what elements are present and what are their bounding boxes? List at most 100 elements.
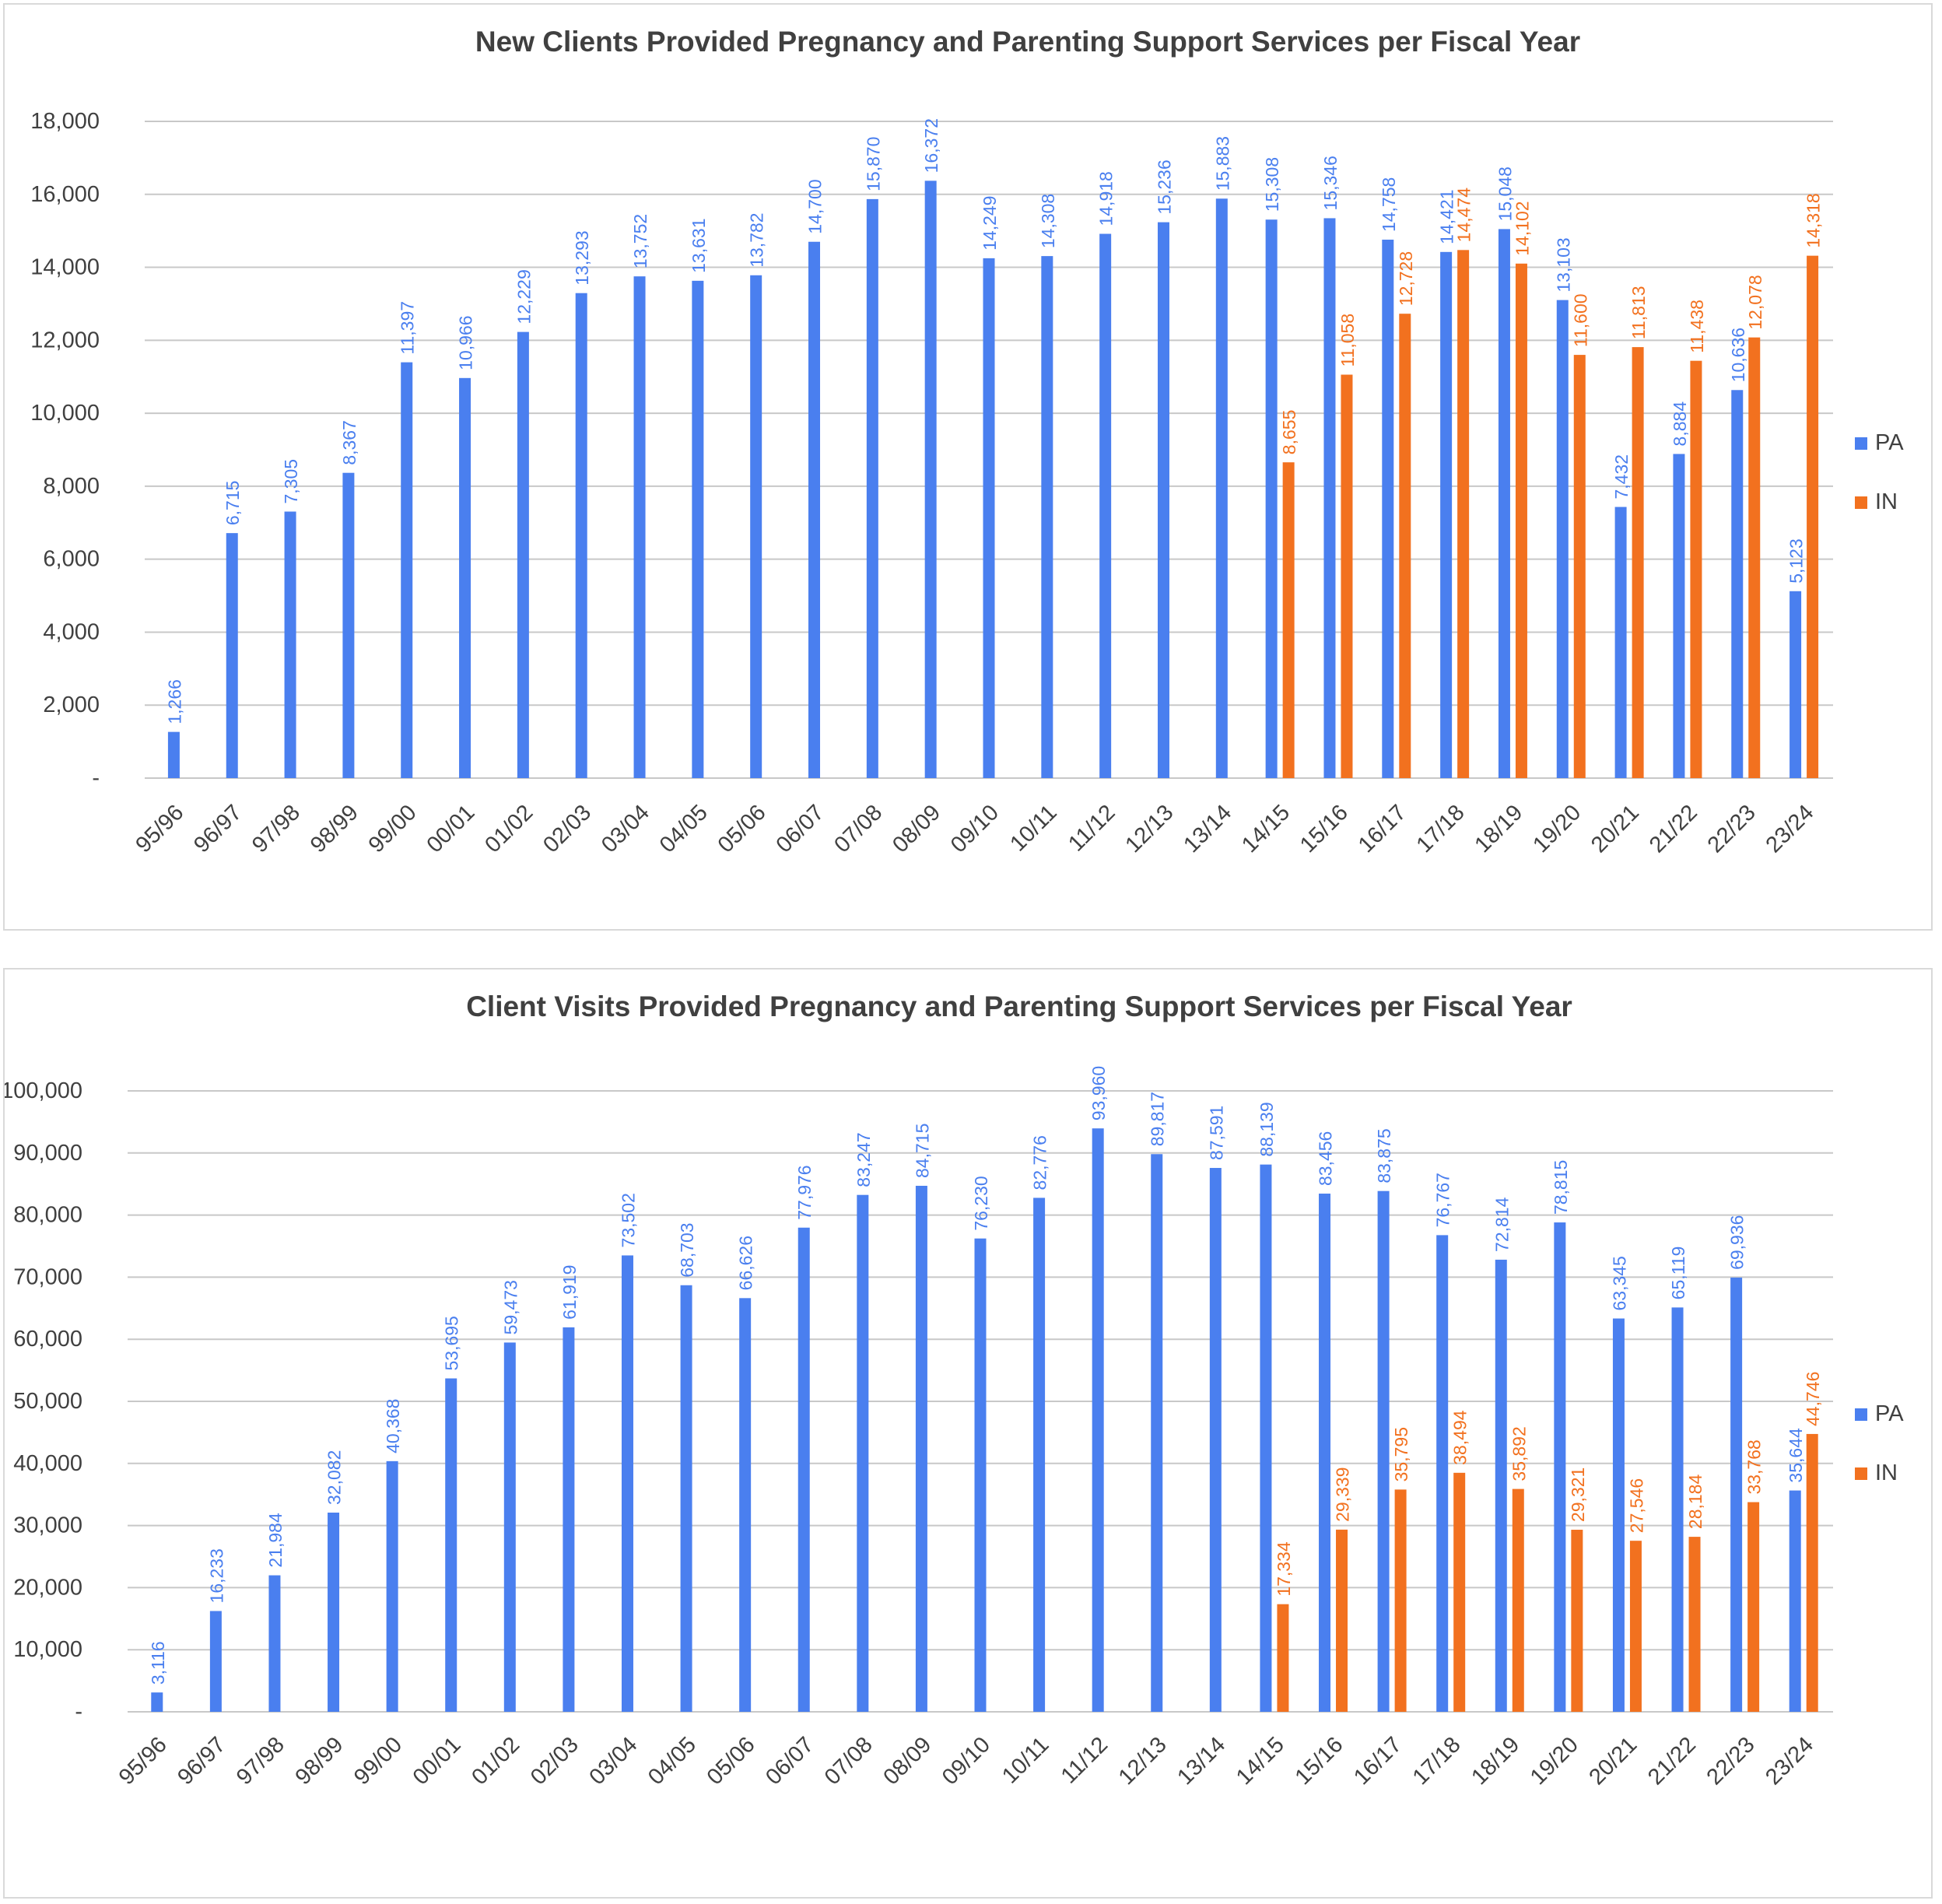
client-visits-y-tick-label: 20,000	[13, 1575, 82, 1600]
client-visits-bar-pa	[1554, 1222, 1566, 1712]
new-clients-x-tick-label: 09/10	[946, 800, 1004, 857]
new-clients-x-tick-label: 01/02	[480, 800, 538, 857]
new-clients-data-label-pa: 10,966	[456, 315, 476, 370]
client-visits-data-label-pa: 65,119	[1668, 1247, 1688, 1300]
client-visits-legend-label-pa: PA	[1875, 1401, 1904, 1426]
client-visits-x-tick-label: 14/15	[1232, 1732, 1289, 1790]
client-visits-data-label-pa: 59,473	[500, 1280, 521, 1334]
client-visits-bar-in	[1747, 1502, 1760, 1712]
new-clients-bar-pa	[1790, 591, 1802, 778]
new-clients-x-tick-label: 15/16	[1295, 800, 1353, 857]
client-visits-bar-pa	[621, 1255, 633, 1712]
new-clients-data-label-in: 14,474	[1454, 188, 1474, 243]
new-clients-y-tick-label: -	[92, 766, 100, 791]
client-visits-x-tick-label: 12/13	[1114, 1732, 1172, 1790]
new-clients-data-label-in: 14,318	[1804, 193, 1824, 247]
client-visits-chart-panel: Client Visits Provided Pregnancy and Par…	[3, 968, 1933, 1899]
client-visits-chart-title: Client Visits Provided Pregnancy and Par…	[466, 991, 1572, 1022]
client-visits-bar-pa	[1033, 1197, 1046, 1712]
client-visits-data-label-pa: 35,644	[1786, 1428, 1806, 1483]
client-visits-legend-swatch-in	[1855, 1467, 1867, 1480]
new-clients-data-label-pa: 16,372	[921, 118, 941, 173]
new-clients-y-tick-label: 8,000	[43, 474, 100, 499]
new-clients-bar-pa	[1323, 218, 1336, 778]
client-visits-data-label-pa: 53,695	[442, 1316, 462, 1370]
new-clients-bar-pa	[1440, 251, 1453, 779]
client-visits-data-label-in: 35,795	[1391, 1427, 1411, 1481]
new-clients-data-label-in: 11,600	[1570, 293, 1590, 347]
client-visits-bar-pa	[974, 1238, 987, 1712]
client-visits-bar-in	[1571, 1530, 1583, 1712]
new-clients-data-label-pa: 1,266	[164, 679, 184, 724]
new-clients-bar-pa	[924, 181, 937, 779]
client-visits-y-tick-label: -	[75, 1699, 82, 1724]
client-visits-x-tick-label: 20/21	[1584, 1732, 1642, 1790]
new-clients-bar-in	[1399, 314, 1411, 778]
new-clients-x-tick-label: 21/22	[1645, 800, 1702, 857]
client-visits-x-tick-label: 21/22	[1643, 1732, 1701, 1790]
client-visits-y-tick-label: 30,000	[13, 1513, 82, 1538]
client-visits-bar-pa	[563, 1327, 575, 1712]
client-visits-bar-in	[1806, 1433, 1818, 1712]
client-visits-x-tick-label: 16/17	[1349, 1732, 1407, 1790]
new-clients-y-tick-label: 14,000	[30, 255, 100, 280]
client-visits-data-label-in: 29,339	[1333, 1467, 1353, 1522]
new-clients-x-tick-label: 00/01	[422, 800, 480, 857]
client-visits-bar-pa	[151, 1692, 163, 1712]
client-visits-x-tick-label: 19/20	[1526, 1732, 1583, 1790]
new-clients-x-tick-label: 05/06	[713, 800, 771, 857]
client-visits-bar-pa	[1319, 1194, 1331, 1712]
client-visits-x-tick-label: 11/12	[1057, 1732, 1113, 1788]
client-visits-data-label-pa: 66,626	[736, 1236, 756, 1290]
client-visits-bar-in	[1512, 1488, 1524, 1712]
client-visits-bar-pa	[1612, 1318, 1625, 1712]
client-visits-data-label-pa: 78,815	[1551, 1160, 1571, 1215]
new-clients-bar-pa	[866, 198, 878, 778]
client-visits-data-label-in: 27,546	[1626, 1478, 1646, 1533]
new-clients-y-tick-label: 10,000	[30, 401, 100, 426]
new-clients-data-label-pa: 14,758	[1379, 177, 1399, 232]
new-clients-x-tick-label: 04/05	[655, 800, 713, 857]
client-visits-data-label-pa: 68,703	[677, 1222, 697, 1277]
new-clients-x-tick-label: 11/12	[1064, 800, 1120, 856]
client-visits-bar-pa	[268, 1575, 281, 1712]
new-clients-data-label-in: 12,728	[1396, 251, 1416, 306]
client-visits-y-tick-label: 40,000	[13, 1451, 82, 1476]
new-clients-data-label-pa: 5,123	[1786, 538, 1807, 584]
new-clients-bar-pa	[1731, 390, 1744, 778]
client-visits-bar-pa	[1495, 1259, 1507, 1712]
client-visits-bar-pa	[680, 1285, 692, 1712]
client-visits-bar-pa	[1671, 1307, 1684, 1712]
new-clients-x-tick-label: 97/98	[247, 800, 305, 857]
client-visits-x-tick-label: 09/10	[938, 1732, 995, 1790]
new-clients-data-label-in: 8,655	[1279, 410, 1299, 455]
client-visits-bar-pa	[1209, 1168, 1222, 1712]
client-visits-bar-pa	[797, 1227, 810, 1712]
client-visits-bar-pa	[209, 1611, 222, 1712]
client-visits-x-tick-label: 99/00	[349, 1732, 407, 1790]
new-clients-y-tick-label: 6,000	[43, 547, 100, 572]
new-clients-legend-label-in: IN	[1875, 489, 1898, 514]
client-visits-bar-in	[1629, 1541, 1642, 1712]
client-visits-bar-pa	[1436, 1235, 1449, 1712]
new-clients-y-tick-label: 18,000	[30, 109, 100, 134]
client-visits-data-label-pa: 73,502	[618, 1193, 638, 1247]
client-visits-x-tick-label: 13/14	[1173, 1732, 1230, 1790]
new-clients-x-tick-label: 03/04	[597, 800, 654, 857]
new-clients-data-label-pa: 13,103	[1553, 237, 1573, 292]
new-clients-data-label-pa: 15,883	[1212, 136, 1232, 191]
new-clients-bar-pa	[342, 472, 355, 778]
new-clients-data-label-pa: 15,346	[1320, 156, 1341, 210]
new-clients-bar-pa	[808, 241, 821, 778]
new-clients-bar-pa	[1041, 256, 1053, 778]
new-clients-bar-pa	[1498, 229, 1510, 778]
new-clients-data-label-pa: 8,884	[1670, 401, 1690, 447]
client-visits-data-label-pa: 83,875	[1374, 1128, 1394, 1183]
client-visits-x-tick-label: 18/19	[1467, 1732, 1524, 1790]
new-clients-bar-pa	[1556, 300, 1569, 779]
client-visits-bar-pa	[445, 1378, 457, 1712]
new-clients-bar-in	[1282, 462, 1295, 778]
client-visits-bar-in	[1277, 1604, 1289, 1712]
new-clients-x-tick-label: 06/07	[772, 800, 829, 857]
client-visits-bar-pa	[1092, 1128, 1104, 1712]
